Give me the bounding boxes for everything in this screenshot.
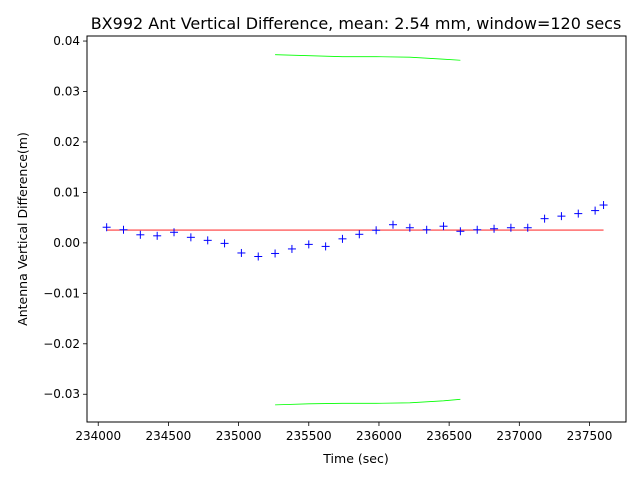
data-point: [439, 222, 448, 231]
data-point: [355, 230, 364, 239]
data-point: [338, 234, 347, 243]
x-tick-label: 236000: [356, 429, 402, 443]
y-tick-label: 0.00: [53, 236, 80, 250]
data-point: [119, 225, 128, 234]
data-point: [523, 223, 532, 232]
data-point: [136, 230, 145, 239]
x-tick-label: 236500: [426, 429, 472, 443]
data-point: [591, 206, 600, 215]
y-axis-label: Antenna Vertical Difference(m): [15, 132, 30, 326]
data-point: [271, 249, 280, 258]
data-point: [237, 248, 246, 257]
data-point: [372, 226, 381, 235]
y-tick-label: 0.01: [53, 185, 80, 199]
data-point: [506, 223, 515, 232]
y-tick-label: 0.02: [53, 135, 80, 149]
data-point: [220, 239, 229, 248]
data-point: [170, 228, 179, 237]
data-point: [304, 240, 313, 249]
x-tick-label: 234500: [146, 429, 192, 443]
data-point: [557, 212, 566, 221]
data-point: [490, 224, 499, 233]
data-point: [422, 225, 431, 234]
y-tick-label: 0.04: [53, 34, 80, 48]
plot-frame: [86, 35, 627, 423]
data-point: [388, 220, 397, 229]
data-point: [254, 252, 263, 261]
x-tick-label: 235500: [286, 429, 332, 443]
x-axis-label: Time (sec): [322, 451, 388, 466]
data-point: [203, 236, 212, 245]
plot-marks: [102, 54, 608, 406]
x-axis-ticks: 234000 234500 235000 235500 236000 236500 2370…: [75, 422, 612, 443]
data-point: [574, 209, 583, 218]
data-point: [473, 225, 482, 234]
chart-title: BX992 Ant Vertical Difference, mean: 2.5…: [91, 14, 622, 33]
y-tick-label: −0.03: [43, 387, 80, 401]
data-point: [321, 242, 330, 251]
x-tick-label: 235000: [216, 429, 262, 443]
data-point: [287, 244, 296, 253]
x-tick-label: 234000: [75, 429, 121, 443]
data-point: [405, 223, 414, 232]
lower-bound-line: [275, 398, 461, 406]
data-point: [599, 201, 608, 210]
data-point: [456, 227, 465, 236]
data-point: [186, 233, 195, 242]
data-point: [153, 231, 162, 240]
x-tick-label: 237000: [496, 429, 542, 443]
y-tick-label: −0.02: [43, 337, 80, 351]
data-point: [540, 214, 549, 223]
x-tick-label: 237500: [567, 429, 613, 443]
y-tick-label: 0.03: [53, 85, 80, 99]
y-tick-label: −0.01: [43, 286, 80, 300]
upper-bound-line: [275, 54, 461, 61]
data-point: [102, 223, 111, 232]
y-axis-ticks: −0.03 −0.02 −0.01 0.00 0.01 0.02 0.03 0.04: [43, 34, 87, 401]
